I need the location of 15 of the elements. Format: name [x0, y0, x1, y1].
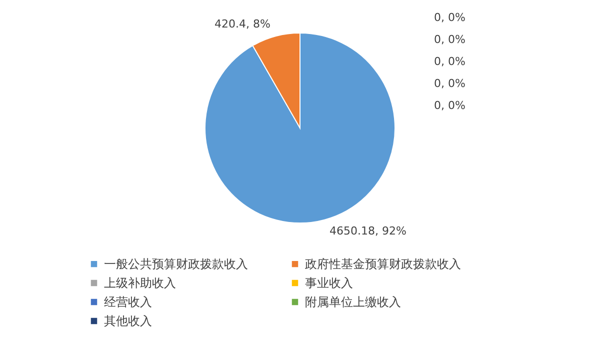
legend-label: 其他收入: [104, 314, 152, 328]
data-label: 4650.18, 92%: [330, 224, 406, 238]
text: 0, 0%: [434, 33, 466, 46]
legend-label: 事业收入: [305, 276, 353, 290]
legend-label: 经营收入: [104, 295, 152, 309]
legend-label: 一般公共预算财政拨款收入: [104, 257, 248, 272]
legend-label: 上级补助收入: [104, 276, 176, 290]
text: 0, 0%: [434, 55, 466, 68]
text: 0, 0%: [434, 11, 466, 24]
legend-label: 政府性基金预算财政拨款收入: [305, 257, 461, 272]
text: 0, 0%: [434, 99, 466, 112]
text: 0, 0%: [434, 77, 466, 90]
legend-label: 附属单位上缴收入: [305, 295, 401, 309]
data-label: 420.4, 8%: [214, 18, 270, 31]
pie-slice: [204, 32, 396, 224]
